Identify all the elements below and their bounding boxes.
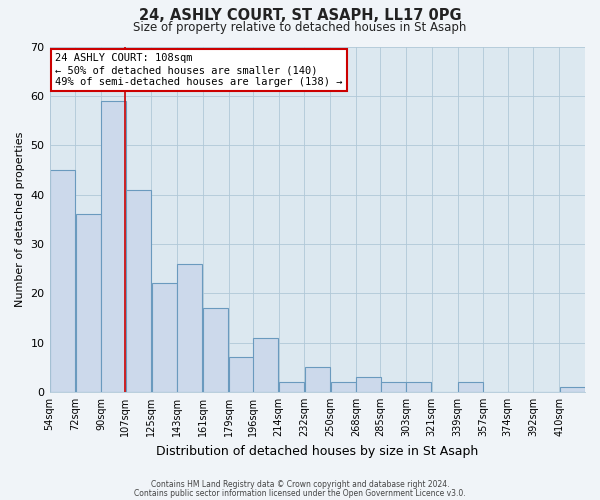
Text: Contains public sector information licensed under the Open Government Licence v3: Contains public sector information licen… <box>134 489 466 498</box>
Bar <box>253 338 278 392</box>
Text: 24 ASHLY COURT: 108sqm
← 50% of detached houses are smaller (140)
49% of semi-de: 24 ASHLY COURT: 108sqm ← 50% of detached… <box>55 54 343 86</box>
Bar <box>560 387 584 392</box>
Bar <box>229 358 254 392</box>
Y-axis label: Number of detached properties: Number of detached properties <box>15 132 25 307</box>
Bar <box>76 214 101 392</box>
Bar <box>279 382 304 392</box>
Text: Size of property relative to detached houses in St Asaph: Size of property relative to detached ho… <box>133 21 467 34</box>
Bar <box>178 264 202 392</box>
Text: 24, ASHLY COURT, ST ASAPH, LL17 0PG: 24, ASHLY COURT, ST ASAPH, LL17 0PG <box>139 8 461 22</box>
Bar <box>126 190 151 392</box>
Bar <box>356 377 382 392</box>
Bar <box>458 382 483 392</box>
Bar <box>50 170 75 392</box>
Bar <box>203 308 228 392</box>
Bar <box>101 101 127 392</box>
Bar <box>305 368 330 392</box>
X-axis label: Distribution of detached houses by size in St Asaph: Distribution of detached houses by size … <box>156 444 478 458</box>
Bar <box>380 382 406 392</box>
Bar <box>331 382 356 392</box>
Bar <box>406 382 431 392</box>
Bar <box>152 284 176 392</box>
Text: Contains HM Land Registry data © Crown copyright and database right 2024.: Contains HM Land Registry data © Crown c… <box>151 480 449 489</box>
